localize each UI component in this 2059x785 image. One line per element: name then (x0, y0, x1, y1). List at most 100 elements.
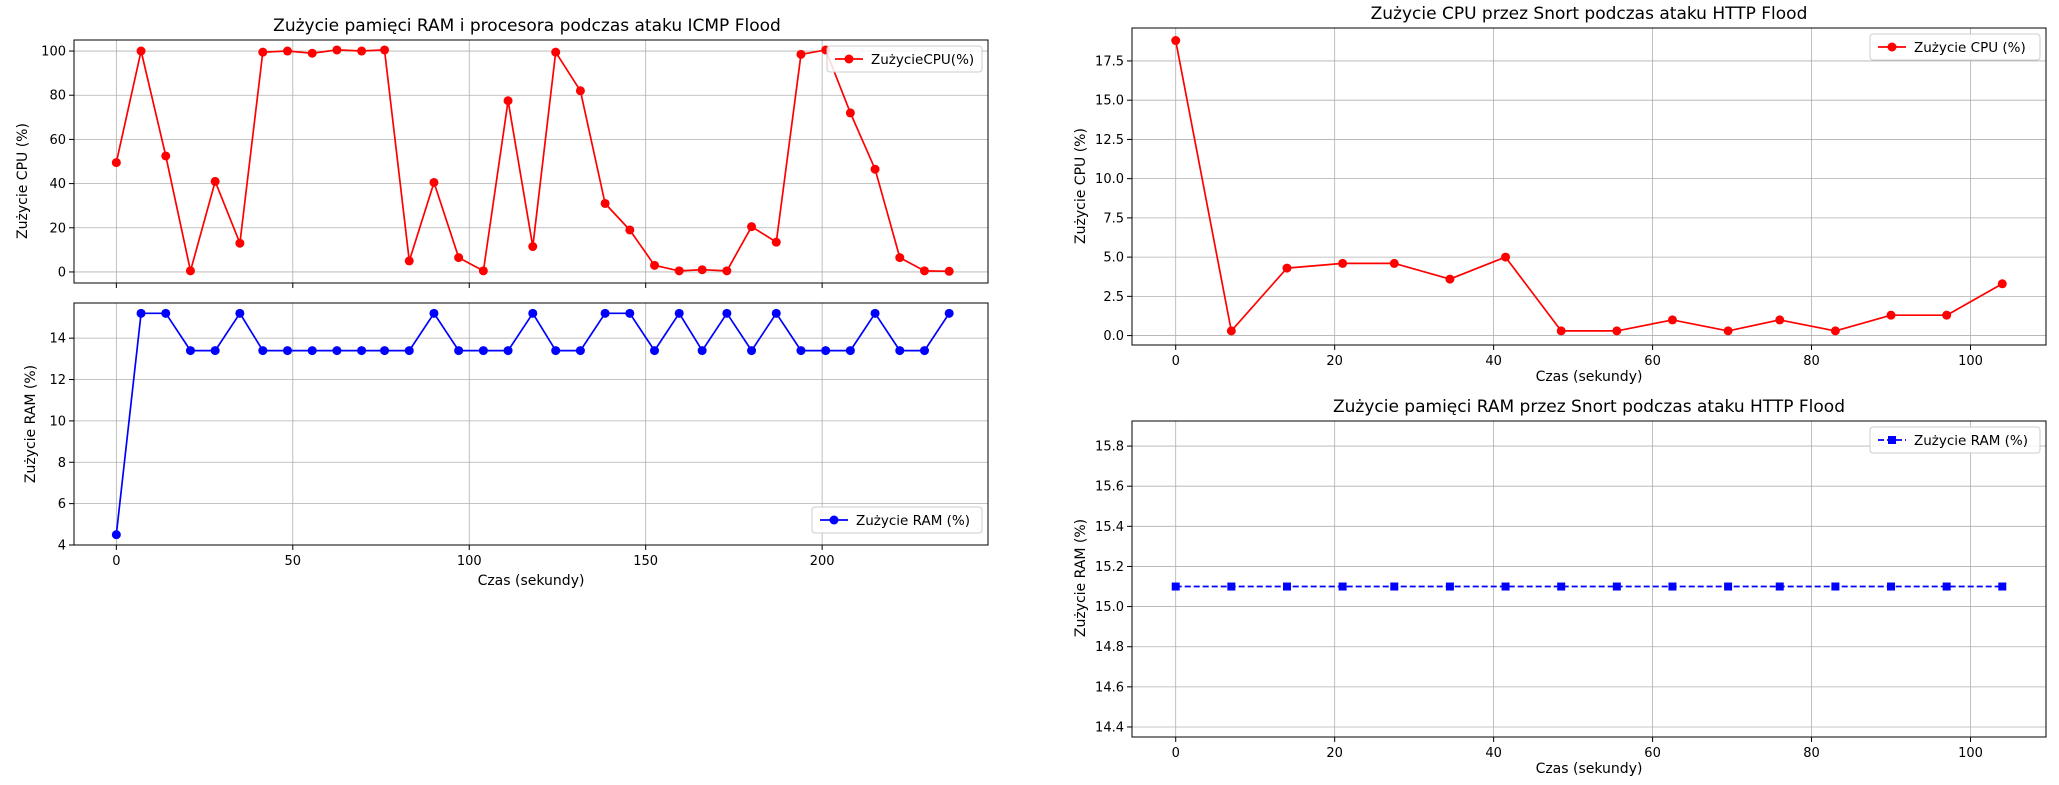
icmp-ram-legend-box (811, 506, 983, 534)
icmp-ram-y-tick-label: 8 (58, 456, 66, 471)
icmp-ram-point-97 (454, 346, 464, 356)
http-ram-point-55-5 (1612, 582, 1621, 591)
http-ram-x-tick-label: 80 (1803, 746, 1820, 761)
icmp-cpu-point-124-5 (551, 47, 561, 57)
icmp-cpu-data-points (111, 45, 954, 276)
http-ram-y-tick-label: 15.6 (1095, 480, 1124, 495)
icmp-cpu-point-111 (503, 96, 513, 106)
http-ram-legend-box (1869, 426, 2041, 454)
http-ram-x-tick-label: 60 (1644, 746, 1661, 761)
http-cpu-y-tick-label: 0.0 (1103, 329, 1124, 344)
http-cpu-x-tick-label: 100 (1958, 354, 1983, 369)
http-ram-point-0 (1171, 582, 1180, 591)
icmp-cpu-y-tick-label: 0 (58, 265, 66, 280)
http-cpu-point-34-5 (1445, 274, 1455, 284)
icmp-ram-ticks: 0 50 100 150 200 4 6 8 10 12 14 (49, 332, 834, 569)
http-cpu-point-48-5 (1556, 326, 1566, 336)
http-ram-y-tick-label: 15.4 (1095, 520, 1124, 535)
http-cpu-y-tick-label: 17.5 (1095, 54, 1124, 69)
http-cpu-point-83 (1830, 326, 1840, 336)
http-ram-point-27-5 (1390, 582, 1399, 591)
http-ram-data-points (1171, 582, 2007, 591)
http-ram-legend-label: Zużycie RAM (%) (1914, 433, 2028, 449)
http-cpu-point-97 (1942, 310, 1952, 320)
http-cpu-point-62-5 (1667, 315, 1677, 325)
icmp-cpu-y-tick-label: 60 (49, 133, 66, 148)
icmp-ram-point-229 (919, 346, 929, 356)
http-cpu-x-tick-label: 60 (1644, 354, 1661, 369)
http-ram-ticks: 0 20 40 60 80 100 14.4 14.6 14.8 15.0 15.2 15.4 15.6… (1095, 440, 1983, 761)
icmp-cpu-point-173 (722, 266, 732, 276)
http-cpu-x-tick-label: 80 (1803, 354, 1820, 369)
icmp-ram-x-tick-label: 50 (285, 554, 302, 569)
icmp-ram-point-90 (429, 308, 439, 318)
http-ram-point-97 (1942, 582, 1951, 591)
icmp-ram-point-166 (697, 346, 707, 356)
icmp-cpu-point-48-5 (283, 46, 293, 56)
icmp-ram-data-points (111, 308, 954, 540)
http-ram-y-axis-label: Zużycie RAM (%) (1073, 519, 1089, 637)
icmp-ram-point-0 (111, 530, 121, 540)
icmp-ram-point-208 (845, 346, 855, 356)
icmp-ram-point-173 (722, 308, 732, 318)
icmp-ram-point-55-5 (307, 346, 317, 356)
icmp-cpu-point-118 (528, 242, 538, 252)
http-cpu-y-tick-label: 2.5 (1103, 290, 1124, 305)
icmp-ram-point-111 (503, 346, 513, 356)
icmp-cpu-legend-label: ZużycieCPU(%) (871, 52, 974, 68)
icmp-ram-plot-frame (73, 302, 989, 546)
http-ram-legend: Zużycie RAM (%) (1869, 426, 2041, 454)
icmp-ram-point-201 (821, 346, 831, 356)
icmp-ram-x-axis-label: Czas (sekundy) (478, 573, 585, 589)
http-ram-point-83 (1831, 582, 1840, 591)
icmp-cpu-point-131-5 (575, 86, 585, 96)
http-cpu-point-41-5 (1501, 252, 1511, 262)
http-ram-x-tick-label: 20 (1326, 746, 1343, 761)
icmp-cpu-point-229 (919, 266, 929, 276)
icmp-cpu-point-236 (944, 266, 954, 276)
icmp-cpu-point-55-5 (307, 48, 317, 58)
icmp-ram-legend-marker (829, 515, 839, 525)
icmp-ram-point-118 (528, 308, 538, 318)
http-cpu-ticks: 0 20 40 60 80 100 0.0 2.5 5.0 7.5 10.0 12.5 15.0 17.5 (1095, 54, 1983, 369)
http-cpu-point-7 (1226, 326, 1236, 336)
http-cpu-legend-box (1869, 33, 2041, 61)
http-cpu-point-104 (1997, 279, 2007, 289)
icmp-cpu-point-138-5 (600, 198, 610, 208)
icmp-ram-point-69-5 (357, 346, 367, 356)
http-cpu-chart: Zużycie CPU przez Snort podczas ataku HT… (1073, 4, 2047, 385)
http-ram-y-tick-label: 14.6 (1095, 680, 1124, 695)
http-cpu-point-0 (1171, 36, 1181, 46)
icmp-cpu-point-194 (796, 49, 806, 59)
http-ram-point-48-5 (1557, 582, 1566, 591)
icmp-ram-point-145-5 (625, 308, 635, 318)
icmp-ram-point-83 (404, 346, 414, 356)
icmp-ram-y-tick-label: 12 (49, 373, 66, 388)
icmp-cpu-point-41-5 (258, 47, 268, 57)
icmp-ram-x-tick-label: 200 (810, 554, 835, 569)
icmp-ram-point-35 (235, 308, 245, 318)
http-ram-x-tick-label: 0 (1172, 746, 1180, 761)
http-ram-point-104 (1998, 582, 2007, 591)
icmp-cpu-legend-marker (844, 54, 854, 64)
icmp-ram-point-76 (380, 346, 390, 356)
icmp-ram-legend-label: Zużycie RAM (%) (856, 513, 970, 529)
http-cpu-series-lines (1174, 40, 2003, 332)
http-cpu-point-90 (1886, 310, 1896, 320)
http-ram-chart: Zużycie pamięci RAM przez Snort podczas … (1073, 397, 2047, 777)
http-cpu-series-line (1174, 40, 2003, 332)
icmp-ram-legend: Zużycie RAM (%) (811, 506, 983, 534)
http-ram-point-76 (1775, 582, 1784, 591)
icmp-ram-point-131-5 (575, 346, 585, 356)
icmp-ram-point-21 (185, 346, 195, 356)
http-cpu-legend: Zużycie CPU (%) (1869, 33, 2041, 61)
icmp-ram-point-215 (870, 308, 880, 318)
http-cpu-point-14 (1282, 263, 1292, 273)
http-cpu-y-tick-label: 12.5 (1095, 133, 1124, 148)
http-ram-y-tick-label: 15.2 (1095, 560, 1124, 575)
http-cpu-point-21 (1338, 258, 1348, 268)
http-ram-x-tick-label: 100 (1958, 746, 1983, 761)
icmp-ram-point-194 (796, 346, 806, 356)
http-cpu-y-tick-label: 5.0 (1103, 251, 1124, 266)
